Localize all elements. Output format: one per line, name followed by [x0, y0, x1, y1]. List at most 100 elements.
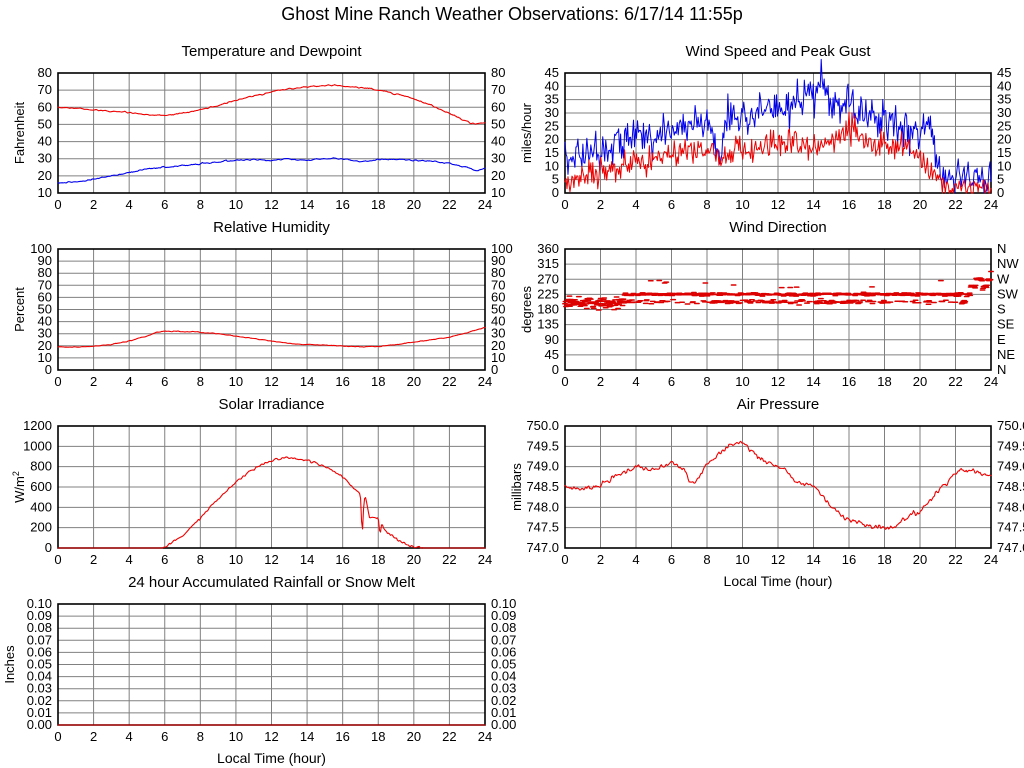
- svg-text:10: 10: [735, 552, 749, 567]
- svg-text:1000: 1000: [23, 438, 52, 453]
- svg-text:135: 135: [537, 317, 559, 332]
- svg-text:600: 600: [30, 479, 52, 494]
- svg-text:W: W: [997, 271, 1010, 286]
- svg-text:14: 14: [806, 552, 820, 567]
- svg-text:6: 6: [668, 552, 675, 567]
- svg-text:6: 6: [161, 374, 168, 389]
- svg-text:24: 24: [984, 197, 998, 212]
- svg-text:747.0: 747.0: [997, 540, 1024, 555]
- svg-text:10: 10: [229, 197, 243, 212]
- svg-text:14: 14: [806, 374, 820, 389]
- svg-text:Relative Humidity: Relative Humidity: [213, 219, 330, 236]
- svg-text:40: 40: [545, 78, 559, 93]
- svg-text:6: 6: [161, 729, 168, 744]
- svg-text:180: 180: [537, 302, 559, 317]
- svg-text:20: 20: [407, 729, 421, 744]
- svg-text:16: 16: [335, 552, 349, 567]
- svg-text:0.10: 0.10: [491, 596, 516, 611]
- svg-text:45: 45: [545, 347, 559, 362]
- svg-text:10: 10: [735, 374, 749, 389]
- svg-text:200: 200: [30, 520, 52, 535]
- svg-text:749.0: 749.0: [526, 459, 559, 474]
- svg-text:24: 24: [984, 552, 998, 567]
- svg-text:225: 225: [537, 286, 559, 301]
- svg-text:18: 18: [877, 374, 891, 389]
- svg-text:NW: NW: [997, 256, 1019, 271]
- svg-text:50: 50: [491, 116, 505, 131]
- svg-text:N: N: [997, 362, 1006, 377]
- svg-text:15: 15: [545, 145, 559, 160]
- svg-text:20: 20: [997, 132, 1011, 147]
- svg-text:0: 0: [561, 197, 568, 212]
- svg-text:4: 4: [632, 197, 639, 212]
- svg-text:Local Time (hour): Local Time (hour): [724, 573, 833, 589]
- svg-text:747.0: 747.0: [526, 540, 559, 555]
- svg-text:45: 45: [545, 65, 559, 80]
- svg-text:40: 40: [997, 78, 1011, 93]
- svg-text:W/m2: W/m2: [12, 471, 27, 503]
- svg-text:748.5: 748.5: [526, 479, 559, 494]
- svg-text:747.5: 747.5: [997, 520, 1024, 535]
- svg-text:18: 18: [877, 552, 891, 567]
- svg-text:24: 24: [478, 197, 492, 212]
- svg-text:6: 6: [668, 197, 675, 212]
- svg-text:270: 270: [537, 271, 559, 286]
- svg-text:Inches: Inches: [2, 645, 17, 684]
- svg-text:24 hour Accumulated Rainfall o: 24 hour Accumulated Rainfall or Snow Mel…: [128, 574, 416, 591]
- svg-text:24: 24: [478, 729, 492, 744]
- svg-text:16: 16: [842, 374, 856, 389]
- svg-text:10: 10: [491, 185, 505, 200]
- svg-text:15: 15: [997, 145, 1011, 160]
- svg-text:24: 24: [984, 374, 998, 389]
- svg-text:4: 4: [126, 374, 133, 389]
- svg-text:12: 12: [771, 374, 785, 389]
- svg-text:35: 35: [545, 92, 559, 107]
- svg-text:747.5: 747.5: [526, 520, 559, 535]
- svg-text:40: 40: [38, 134, 52, 149]
- svg-text:80: 80: [491, 65, 505, 80]
- svg-text:Local Time (hour): Local Time (hour): [217, 750, 326, 766]
- svg-text:8: 8: [197, 197, 204, 212]
- svg-text:10: 10: [735, 197, 749, 212]
- svg-text:16: 16: [842, 197, 856, 212]
- svg-text:748.0: 748.0: [997, 499, 1024, 514]
- svg-text:14: 14: [806, 197, 820, 212]
- svg-text:25: 25: [997, 118, 1011, 133]
- svg-text:Wind Speed and Peak Gust: Wind Speed and Peak Gust: [685, 43, 871, 60]
- svg-text:2: 2: [90, 552, 97, 567]
- svg-text:5: 5: [552, 172, 559, 187]
- svg-text:Temperature and Dewpoint: Temperature and Dewpoint: [181, 43, 362, 60]
- svg-text:20: 20: [407, 374, 421, 389]
- svg-text:22: 22: [442, 729, 456, 744]
- svg-text:12: 12: [264, 729, 278, 744]
- svg-text:NE: NE: [997, 347, 1015, 362]
- svg-text:16: 16: [335, 197, 349, 212]
- svg-text:Solar Irradiance: Solar Irradiance: [219, 396, 325, 413]
- svg-text:20: 20: [407, 197, 421, 212]
- svg-text:2: 2: [90, 197, 97, 212]
- svg-text:35: 35: [997, 92, 1011, 107]
- svg-text:6: 6: [161, 197, 168, 212]
- svg-text:749.5: 749.5: [526, 438, 559, 453]
- svg-text:20: 20: [491, 168, 505, 183]
- svg-text:Fahrenheit: Fahrenheit: [12, 102, 27, 165]
- svg-text:40: 40: [491, 134, 505, 149]
- svg-text:millibars: millibars: [509, 463, 524, 511]
- svg-text:14: 14: [300, 197, 314, 212]
- svg-text:748.0: 748.0: [526, 499, 559, 514]
- svg-text:4: 4: [126, 197, 133, 212]
- svg-text:10: 10: [229, 552, 243, 567]
- svg-text:14: 14: [300, 374, 314, 389]
- svg-text:14: 14: [300, 729, 314, 744]
- svg-text:18: 18: [371, 374, 385, 389]
- svg-text:400: 400: [30, 499, 52, 514]
- svg-text:749.5: 749.5: [997, 438, 1024, 453]
- svg-text:0: 0: [54, 552, 61, 567]
- svg-text:6: 6: [668, 374, 675, 389]
- svg-text:0: 0: [45, 540, 52, 555]
- svg-text:100: 100: [491, 241, 513, 256]
- svg-text:8: 8: [197, 729, 204, 744]
- svg-text:30: 30: [545, 105, 559, 120]
- svg-text:100: 100: [30, 241, 52, 256]
- svg-text:12: 12: [264, 374, 278, 389]
